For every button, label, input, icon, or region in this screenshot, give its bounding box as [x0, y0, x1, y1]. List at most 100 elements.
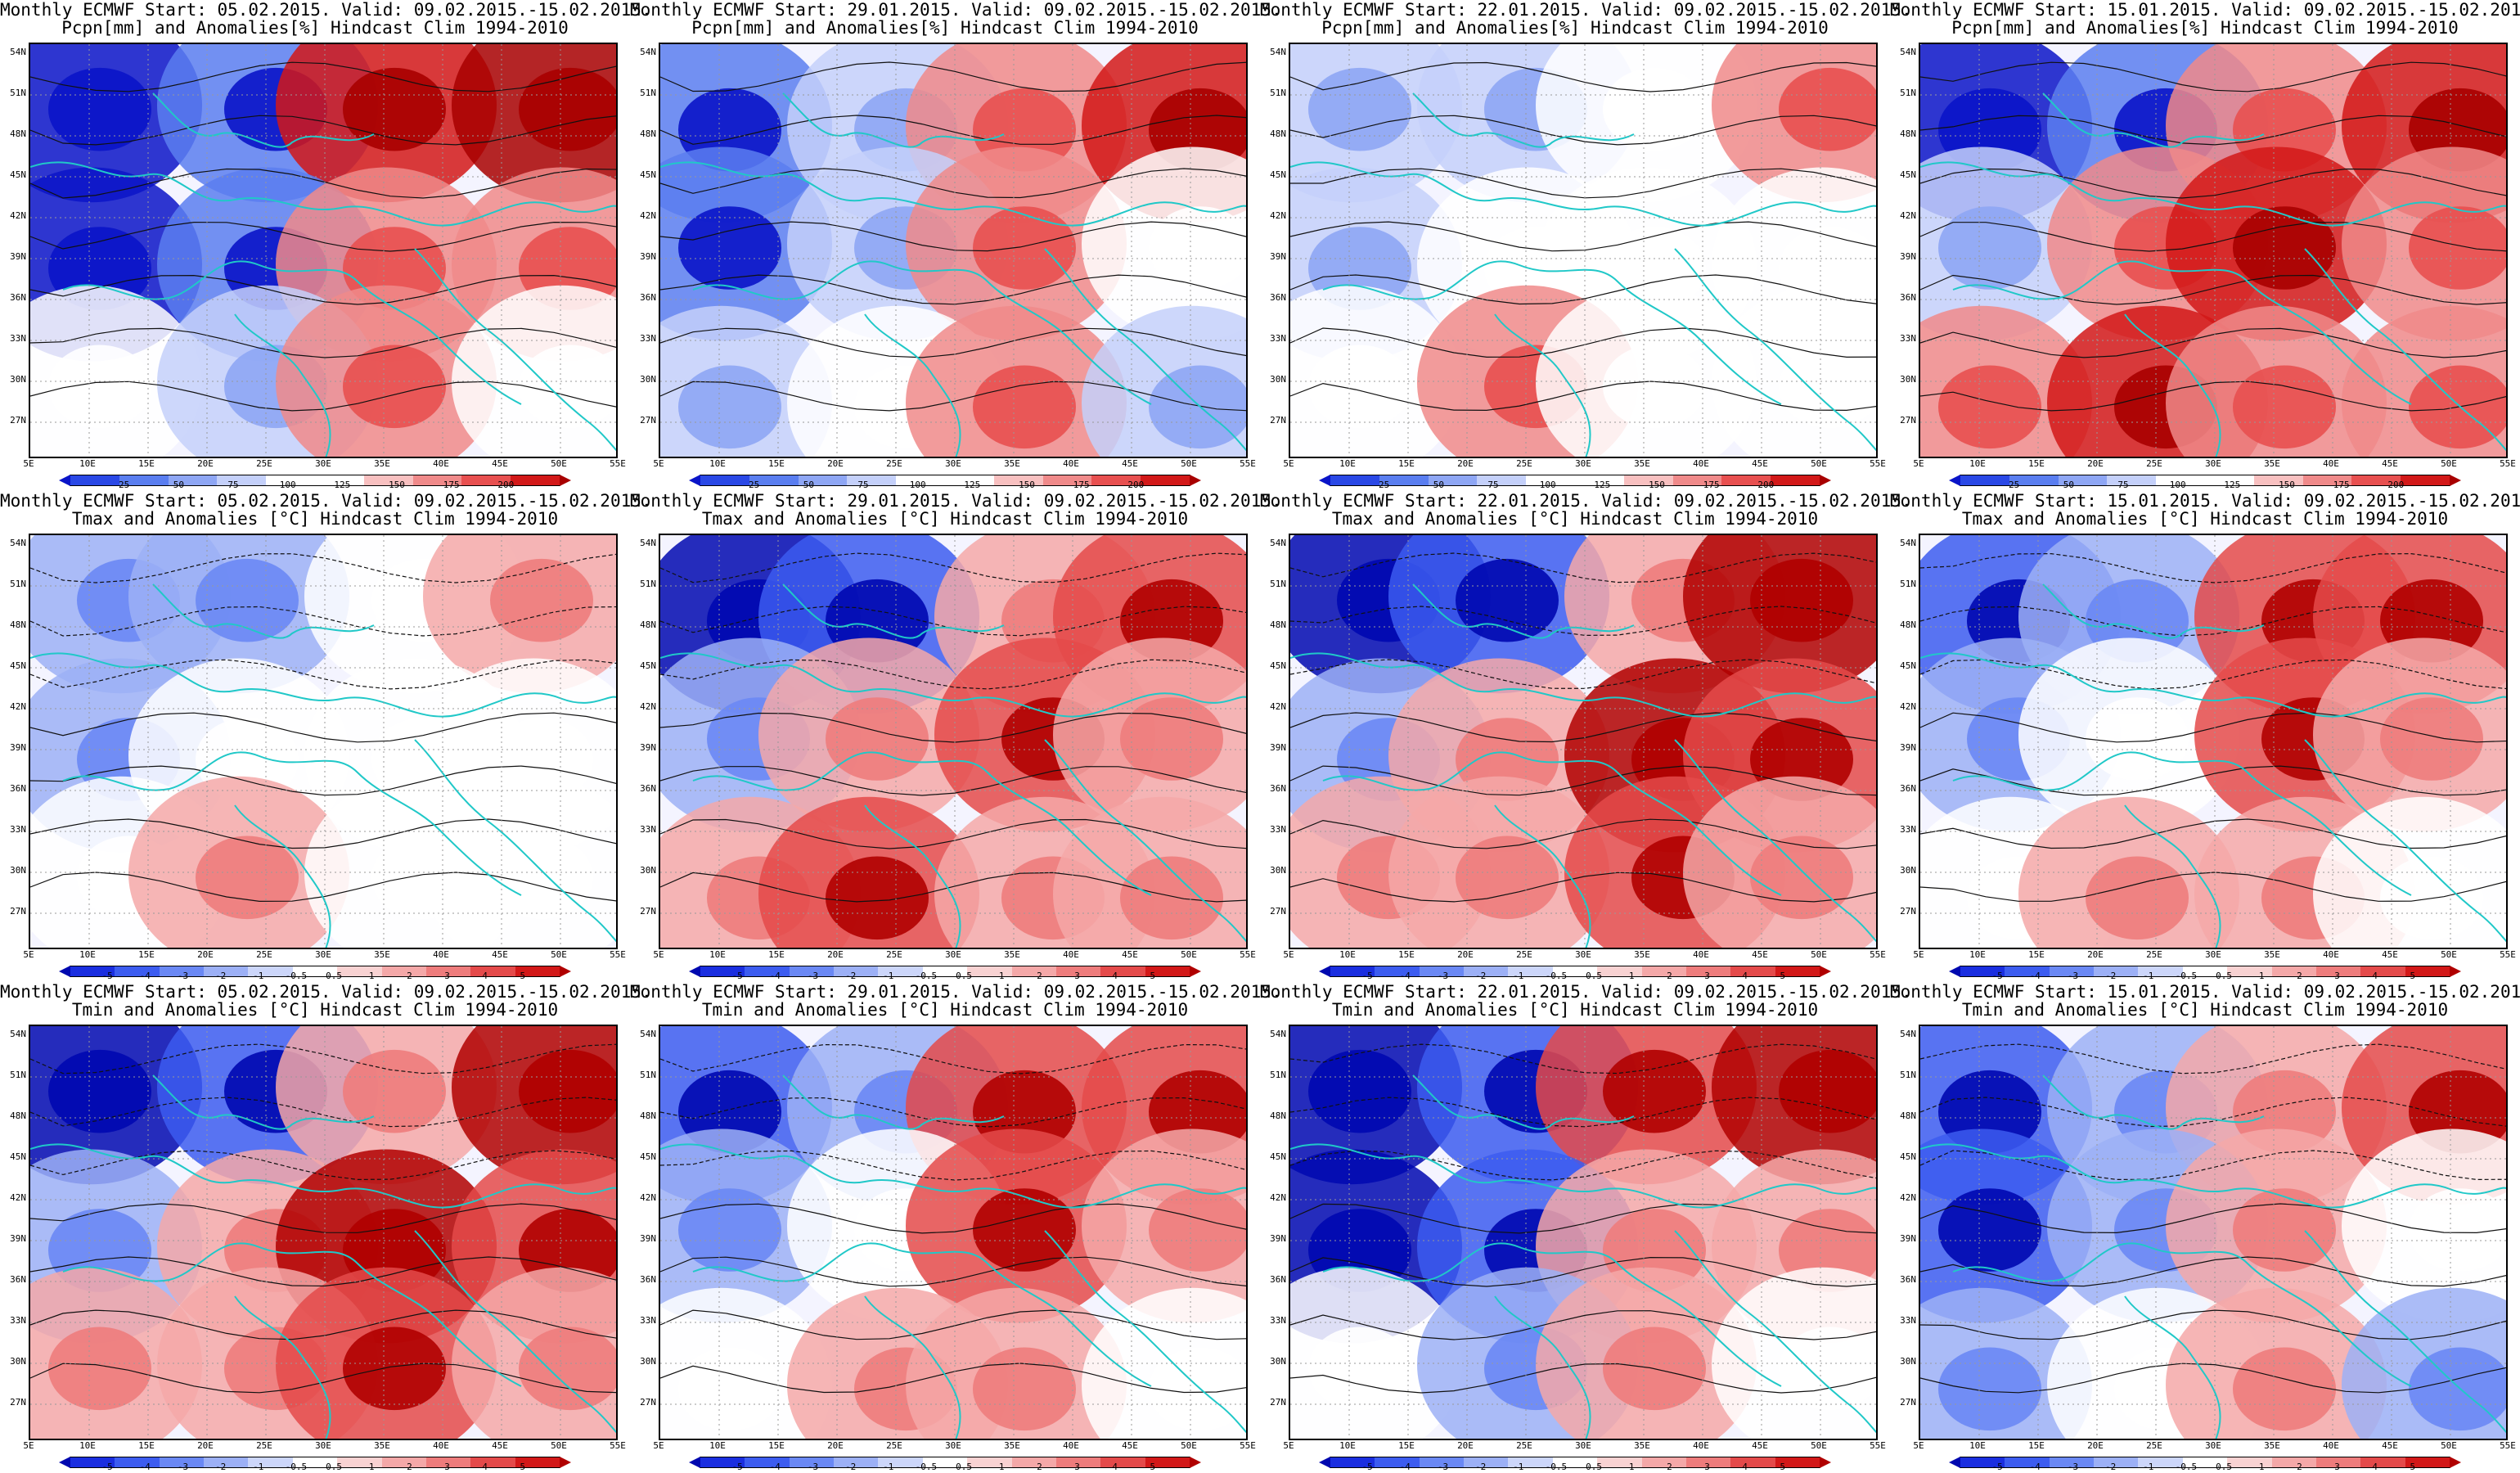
- isoline: [660, 1203, 1246, 1234]
- anomaly-core: [678, 1188, 781, 1272]
- longitude-label: 20E: [1457, 1440, 1474, 1451]
- latitude-label: 45N: [10, 1151, 26, 1162]
- coastline: [1322, 1242, 1782, 1387]
- anomaly-core: [48, 345, 151, 429]
- latitude-label: 33N: [1270, 1315, 1286, 1326]
- colorbar-swatch: [381, 966, 426, 976]
- latitude-label: 48N: [640, 128, 656, 139]
- colorbar-swatch: [1091, 475, 1141, 485]
- longitude-label: 40E: [1063, 949, 1079, 960]
- map-canvas: [1920, 1026, 2506, 1439]
- latitude-label: 33N: [640, 824, 656, 835]
- colorbar-tick-label: 75: [1487, 480, 1499, 490]
- latitude-label: 27N: [1900, 906, 1916, 917]
- longitude-label: 5E: [1283, 458, 1294, 469]
- isoline: [1290, 818, 1876, 849]
- longitude-label: 45E: [492, 458, 508, 469]
- anomaly-core: [519, 1049, 616, 1133]
- coastline: [2124, 804, 2221, 948]
- latitude-label: 39N: [640, 742, 656, 753]
- anomaly-core: [2086, 697, 2189, 781]
- colorbar-swatch: [700, 966, 745, 976]
- longitude-label: 15E: [1398, 1440, 1415, 1451]
- coastline: [1674, 248, 1876, 452]
- forecast-panel: Monthly ECMWF Start: 22.01.2015. Valid: …: [1260, 982, 1912, 1473]
- latitude-label: 42N: [1900, 210, 1916, 221]
- colorbar-tick-label: -3: [807, 1462, 819, 1472]
- anomaly-core: [1149, 1347, 1246, 1431]
- latitude-label: 54N: [10, 1029, 26, 1039]
- longitude-label: 20E: [2087, 458, 2104, 469]
- anomaly-core: [196, 558, 299, 642]
- longitude-label: 25E: [886, 1440, 902, 1451]
- colorbar-swatch: [159, 966, 205, 976]
- coastline: [2042, 583, 2265, 639]
- colorbar-tick-label: 2: [1667, 1462, 1672, 1472]
- colorbar-swatch: [2351, 475, 2401, 485]
- colorbar-swatch: [944, 475, 994, 485]
- isoline: [30, 553, 616, 583]
- longitude-label: 50E: [1181, 949, 1197, 960]
- longitude-label: 40E: [433, 949, 449, 960]
- anomaly-core: [1779, 67, 1876, 151]
- longitude-label: 30E: [945, 949, 961, 960]
- colorbar-tick-label: 150: [2279, 480, 2295, 490]
- longitude-label: 20E: [2087, 1440, 2104, 1451]
- latitude-label: 51N: [1900, 88, 1916, 98]
- colorbar-tick-label: -4: [2029, 1462, 2041, 1472]
- latitude-label: 45N: [1900, 169, 1916, 180]
- isoline: [1920, 552, 2506, 583]
- coastline: [1412, 92, 1635, 148]
- colorbar-tick-label: 2: [1037, 971, 1042, 981]
- latitude-label: 48N: [640, 1110, 656, 1121]
- latitude-label: 39N: [640, 251, 656, 262]
- colorbar: [59, 1457, 571, 1468]
- map-frame: [659, 43, 1248, 458]
- coastline: [1674, 1230, 1876, 1434]
- longitude-label: 30E: [2205, 458, 2221, 469]
- latitude-label: 30N: [1270, 1356, 1286, 1367]
- latitude-label: 30N: [10, 374, 26, 385]
- anomaly-core: [1149, 1188, 1246, 1272]
- longitude-label: 20E: [1457, 949, 1474, 960]
- longitude-label: 55E: [2500, 1440, 2516, 1451]
- latitude-label: 39N: [1270, 1233, 1286, 1244]
- latitude-label: 42N: [10, 210, 26, 221]
- latitude-label: 42N: [10, 701, 26, 712]
- latitude-label: 36N: [1900, 1274, 1916, 1285]
- colorbar-tick-label: 0.5: [956, 1462, 972, 1472]
- longitude-label: 5E: [653, 458, 664, 469]
- colorbar-swatch: [1145, 1457, 1190, 1467]
- colorbar-low-arrow: [1319, 1457, 1330, 1468]
- colorbar-tick-label: 4: [482, 1462, 488, 1472]
- colorbar-swatch: [1375, 966, 1420, 976]
- isoline: [1290, 221, 1876, 252]
- isoline: [1920, 168, 2506, 199]
- longitude-label: 15E: [1398, 949, 1415, 960]
- anomaly-core: [1750, 558, 1853, 642]
- colorbar-swatch: [115, 966, 160, 976]
- colorbar-swatch: [2182, 1457, 2228, 1467]
- latitude-label: 45N: [1270, 169, 1286, 180]
- latitude-label: 33N: [10, 333, 26, 344]
- colorbar-tick-label: 0.5: [1586, 1462, 1602, 1472]
- longitude-label: 55E: [1870, 949, 1886, 960]
- colorbar-swatch: [1775, 966, 1820, 976]
- colorbar-swatch: [2182, 966, 2228, 976]
- longitude-label: 25E: [256, 458, 272, 469]
- colorbar-tick-label: 50: [2063, 480, 2074, 490]
- latitude-label: 39N: [10, 251, 26, 262]
- longitude-label: 45E: [1752, 1440, 1768, 1451]
- colorbar-tick-label: -1: [883, 971, 894, 981]
- longitude-label: 40E: [2323, 1440, 2339, 1451]
- colorbar-tick-label: 1: [998, 1462, 1005, 1472]
- colorbar-swatch: [1597, 1457, 1642, 1467]
- colorbar-swatch: [1011, 1457, 1056, 1467]
- latitude-label: 42N: [1270, 210, 1286, 221]
- colorbar-swatch: [1730, 1457, 1775, 1467]
- forecast-panel: Monthly ECMWF Start: 15.01.2015. Valid: …: [1890, 491, 2520, 982]
- colorbar-swatch: [1141, 475, 1190, 485]
- colorbar-swatch: [1721, 475, 1771, 485]
- colorbar-swatch: [2138, 966, 2183, 976]
- anomaly-core: [2233, 365, 2336, 449]
